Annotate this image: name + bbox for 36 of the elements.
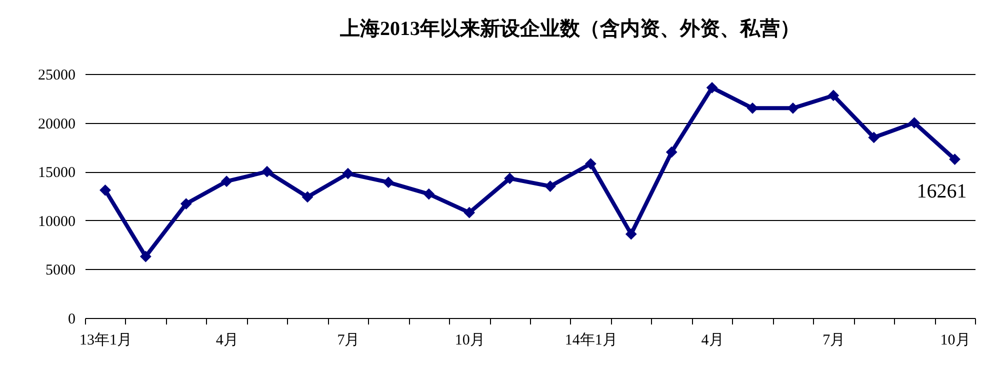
y-tick-label: 0 <box>68 312 76 328</box>
point <box>464 206 476 218</box>
point <box>544 180 556 192</box>
y-tick-label: 5000 <box>46 262 76 279</box>
point <box>584 158 596 170</box>
x-tick-label: 14年1月 <box>564 332 618 348</box>
point <box>666 146 678 158</box>
point <box>828 90 840 102</box>
point <box>261 166 273 178</box>
point <box>706 82 718 94</box>
x-tick-label: 7月 <box>822 332 846 348</box>
y-tick-label: 20000 <box>38 116 76 132</box>
x-tick-label: 10月 <box>454 332 485 348</box>
point <box>908 117 920 128</box>
point <box>382 176 394 188</box>
point <box>180 198 192 210</box>
y-tick-label: 10000 <box>38 214 76 230</box>
chart-title: 上海2013年以来新设企业数（含内资、外资、私营） <box>339 17 800 40</box>
point <box>423 188 435 200</box>
point <box>342 168 354 180</box>
point <box>625 228 637 240</box>
point <box>302 191 314 203</box>
x-tick-label: 10月 <box>940 332 970 348</box>
point <box>220 176 232 188</box>
point <box>868 132 880 144</box>
point <box>140 250 152 262</box>
point <box>504 172 516 184</box>
x-tick-label: 4月 <box>701 332 724 348</box>
x-tick-label: 13年1月 <box>79 332 132 348</box>
y-tick-label: 15000 <box>38 165 76 182</box>
point <box>100 184 111 196</box>
x-tick-label: 7月 <box>337 332 360 348</box>
data-label: 16261 <box>916 180 967 202</box>
x-tick-label: 4月 <box>216 332 238 348</box>
point <box>949 154 960 165</box>
y-tick-label: 25000 <box>38 68 76 84</box>
